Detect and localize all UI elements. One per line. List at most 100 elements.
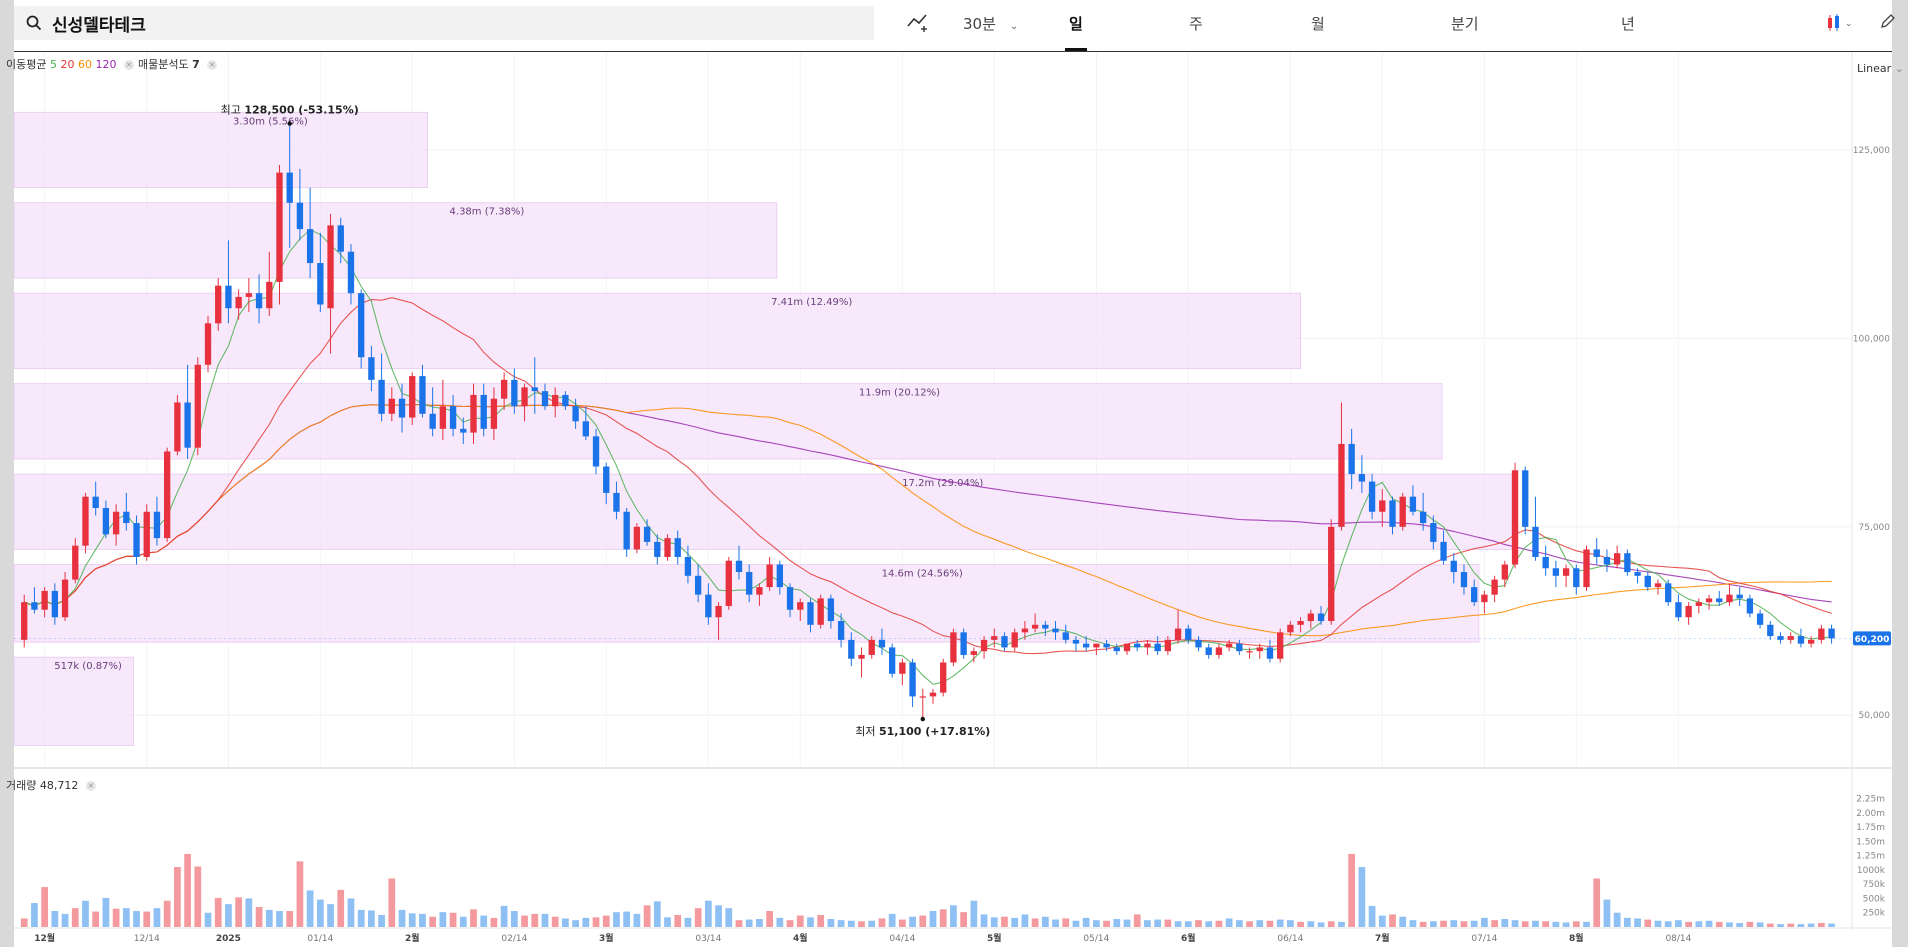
volume-bar — [1644, 919, 1652, 927]
volume-axis-tick: 1000k — [1857, 866, 1886, 876]
volume-bar — [174, 867, 181, 927]
candle-body — [654, 541, 661, 557]
volume-axis-tick: 2.00m — [1856, 809, 1885, 819]
volume-profile-label: 17.2m (29.04%) — [902, 478, 983, 489]
candle-body — [1501, 564, 1508, 580]
scale-mode-dropdown[interactable]: Linear ⌄ — [1857, 62, 1904, 75]
volume-bar — [1011, 917, 1019, 927]
volume-bar — [1532, 920, 1539, 927]
volume-bar — [929, 911, 937, 927]
scale-mode-label: Linear — [1857, 62, 1892, 75]
candle-body — [1236, 643, 1243, 652]
volume-profile-legend[interactable]: 매물분석도 7 × — [138, 56, 218, 72]
time-axis-tick: 12/14 — [134, 934, 160, 944]
volume-bar — [286, 911, 294, 927]
volume-bar — [1460, 921, 1468, 927]
volume-bar — [1777, 924, 1784, 927]
candle-body — [776, 564, 783, 588]
candle-body — [61, 579, 69, 618]
volume-bar — [92, 911, 100, 927]
candle-body — [1123, 643, 1131, 652]
tab-quarter[interactable]: 분기 — [1451, 15, 1479, 33]
candle-body — [868, 639, 875, 655]
candle-body — [1277, 632, 1284, 659]
svg-text:⌄: ⌄ — [1845, 19, 1853, 29]
volume-legend[interactable]: 거래량 48,712 × — [6, 777, 96, 793]
volume-bar — [357, 909, 365, 927]
candle-body — [419, 376, 426, 414]
candle-body — [1154, 643, 1161, 652]
close-icon[interactable]: × — [123, 60, 134, 70]
candle-body — [1716, 598, 1723, 603]
volume-bar — [1797, 924, 1805, 927]
interval-30m-dropdown[interactable]: 30분 ⌄ — [963, 13, 1018, 34]
candle-body — [1134, 643, 1141, 648]
ma5-label: 5 — [49, 58, 57, 71]
volume-bar — [163, 900, 171, 927]
pencil-icon[interactable] — [1879, 12, 1897, 34]
candle-body — [1399, 496, 1406, 527]
volume-profile-bar — [13, 656, 134, 746]
candle-body — [848, 639, 855, 659]
moving-average-legend[interactable]: 이동평균 5 20 60 120 × — [6, 56, 134, 72]
high-label: 최고 128,500 (-53.15%) — [221, 104, 359, 117]
volume-bar — [868, 920, 876, 927]
volume-profile-bar — [13, 111, 428, 189]
volume-bar — [735, 920, 743, 927]
volume-bar — [694, 908, 702, 927]
volume-bar — [1215, 920, 1223, 927]
candle-body — [92, 496, 99, 508]
candle-body — [1174, 628, 1182, 640]
candle-body — [1164, 639, 1172, 652]
time-axis-tick: 04/14 — [889, 934, 915, 944]
candlestick-icon[interactable]: ⌄ — [1826, 13, 1856, 37]
volume-bar — [766, 911, 773, 927]
tab-month[interactable]: 월 — [1311, 15, 1325, 33]
volume-axis-tick: 1.25m — [1856, 852, 1885, 862]
volume-bar — [827, 919, 835, 927]
candle-body — [807, 602, 814, 625]
search-icon[interactable] — [26, 15, 42, 31]
candle-body — [1736, 594, 1743, 599]
volume-bar — [306, 890, 314, 927]
candle-body — [1532, 526, 1539, 557]
volume-bar — [1695, 921, 1703, 927]
volume-bar — [1256, 920, 1264, 927]
volume-bar — [704, 900, 712, 927]
volume-bar — [276, 911, 283, 927]
volume-bar — [1174, 921, 1182, 927]
candle-body — [643, 526, 651, 542]
volume-bar — [1542, 921, 1550, 927]
tab-day[interactable]: 일 — [1069, 15, 1083, 33]
stock-search-box[interactable]: 신성델타테크 — [14, 6, 874, 40]
candle-body — [358, 293, 365, 358]
candle-body — [31, 602, 38, 610]
volume-bar — [388, 878, 396, 927]
candle-body — [735, 560, 743, 573]
close-icon[interactable]: × — [85, 781, 96, 791]
volume-bar — [1297, 921, 1304, 927]
volume-profile-label: 3.30m (5.56%) — [233, 116, 308, 127]
volume-bar — [1399, 916, 1407, 927]
time-axis-tick: 03/14 — [695, 934, 721, 944]
candle-body — [1297, 621, 1304, 625]
close-icon[interactable]: × — [207, 60, 218, 70]
candle-body — [960, 632, 967, 655]
volume-bar — [1552, 921, 1560, 927]
volume-bar — [61, 913, 69, 927]
volume-bar — [1817, 923, 1825, 927]
volume-bar — [980, 914, 988, 927]
time-axis-tick: 12월 — [34, 932, 55, 944]
candle-body — [1368, 481, 1376, 512]
trend-draw-icon[interactable] — [906, 12, 930, 36]
volume-bar — [429, 916, 437, 927]
time-axis-tick: 2025 — [216, 934, 241, 944]
volume-bar — [572, 920, 579, 927]
candle-body — [1552, 568, 1560, 576]
current-price-value: 60,200 — [1855, 635, 1890, 645]
candle-body — [766, 564, 773, 588]
tab-year[interactable]: 년 — [1621, 15, 1635, 33]
candle-body — [123, 511, 130, 524]
tab-week[interactable]: 주 — [1189, 15, 1203, 33]
